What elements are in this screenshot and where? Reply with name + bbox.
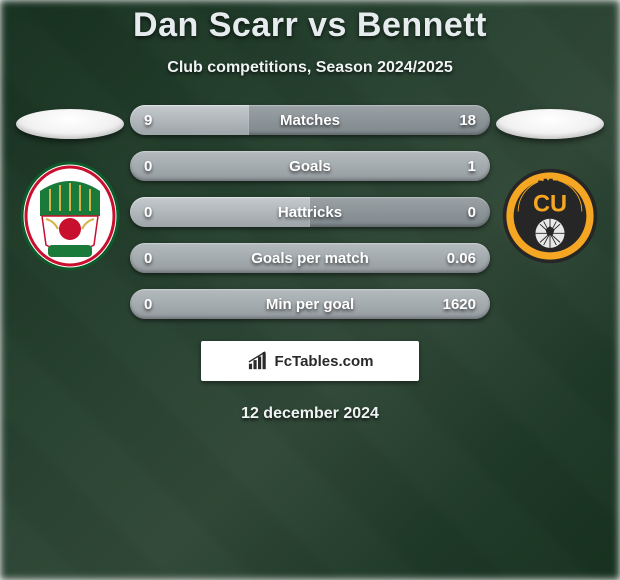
right-player-avatar-placeholder — [496, 109, 604, 139]
subtitle: Club competitions, Season 2024/2025 — [167, 59, 452, 77]
infographic-date: 12 december 2024 — [241, 405, 379, 423]
stat-label: Goals per match — [130, 243, 490, 273]
left-player-column — [10, 105, 130, 271]
stat-label: Min per goal — [130, 289, 490, 319]
comparison-area: 918Matches 01Goals 00Hattricks 00.06Goals p… — [0, 105, 620, 319]
stat-row: 01620Min per goal — [130, 289, 490, 319]
stat-row: 01Goals — [130, 151, 490, 181]
wrexham-badge — [20, 161, 120, 271]
stat-row: 00.06Goals per match — [130, 243, 490, 273]
left-player-avatar-placeholder — [16, 109, 124, 139]
svg-text:CU: CU — [533, 191, 567, 217]
page-title: Dan Scarr vs Bennett — [133, 6, 487, 45]
cambridge-united-badge: CU — [500, 161, 600, 271]
bar-chart-icon — [247, 351, 269, 371]
watermark-text: FcTables.com — [275, 353, 374, 370]
stat-row: 918Matches — [130, 105, 490, 135]
infographic-content: Dan Scarr vs Bennett Club competitions, … — [0, 0, 620, 580]
stat-label: Goals — [130, 151, 490, 181]
stat-row: 00Hattricks — [130, 197, 490, 227]
stat-label: Matches — [130, 105, 490, 135]
fctables-watermark: FcTables.com — [201, 341, 419, 381]
stat-label: Hattricks — [130, 197, 490, 227]
stat-bars: 918Matches 01Goals 00Hattricks 00.06Goals p… — [130, 105, 490, 319]
right-player-column: CU — [490, 105, 610, 271]
